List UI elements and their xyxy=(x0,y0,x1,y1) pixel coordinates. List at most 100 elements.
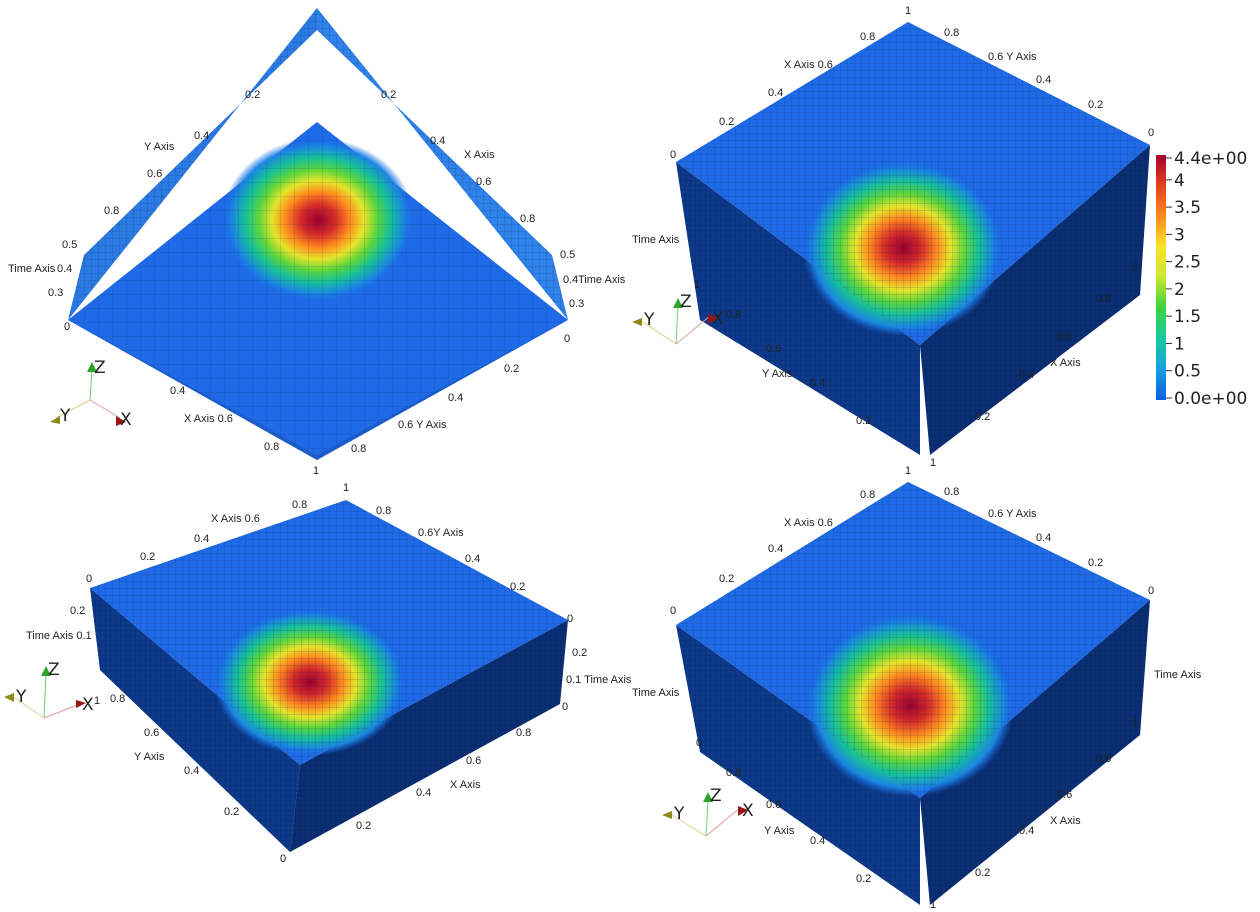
panel-3-label: 0.4 xyxy=(184,765,199,777)
color-bar-tick-label: 0.5 xyxy=(1174,362,1201,382)
panel-1-label: 0.4 xyxy=(57,263,72,275)
panel-1-label: 0.4 xyxy=(194,130,209,142)
color-bar-tick-label: 3.5 xyxy=(1174,198,1201,218)
panel-1-label: 0.6 xyxy=(147,168,162,180)
panel-2-label: Time Axis xyxy=(632,234,680,246)
triad-y-label: Y xyxy=(673,804,685,824)
panel-1-label: Y Axis xyxy=(144,141,175,153)
panel-2-label: 0.4 xyxy=(768,87,783,99)
panel-3-label: 0.8 xyxy=(292,499,307,511)
panel-4-label: 0 xyxy=(1148,585,1154,597)
panel-1-orientation-triad: Z Y X xyxy=(50,358,132,430)
panel-3-label: 0.6Y Axis xyxy=(418,527,464,539)
z-axis-icon xyxy=(41,666,51,676)
triad-x-label: X xyxy=(712,309,724,329)
panel-1-label: 0 xyxy=(64,321,70,333)
panel-4-label: 0 xyxy=(670,605,676,617)
panel-3-label: 0.4 xyxy=(416,787,431,799)
triad-y-label: Y xyxy=(59,406,71,426)
z-axis-icon xyxy=(703,792,713,802)
panel-4-label: 0.4 xyxy=(1019,825,1034,837)
panel-2-label: 0 xyxy=(1132,261,1138,273)
triad-y-label: Y xyxy=(15,687,27,707)
panel-2-label: 0.8 xyxy=(860,31,875,43)
color-bar-tick-label: 4 xyxy=(1174,171,1185,191)
panel-4: 1 0.8 0.8 X Axis 0.6 0.6 Y Axis 0.4 0.4 … xyxy=(632,465,1202,911)
panel-2-label: 1 xyxy=(930,457,936,469)
panel-2-label: 0.4 xyxy=(810,377,825,389)
color-bar-tick-label: 4.4e+00 xyxy=(1174,149,1247,169)
triad-x-label: X xyxy=(742,801,754,821)
panel-1-label: 0.8 xyxy=(264,441,279,453)
panel-3-side-left-grid xyxy=(90,588,300,852)
panel-1-label: 0.2 xyxy=(245,89,260,101)
triad-z-label: Z xyxy=(94,358,106,378)
panel-1-label: 0.4 xyxy=(448,392,463,404)
panel-2-side-right-grid xyxy=(920,145,1150,455)
panel-1-label: X Axis xyxy=(464,149,495,161)
panel-3-label: Time Axis 0.1 xyxy=(26,630,92,642)
triad-z-label: Z xyxy=(680,292,692,312)
x-axis-icon xyxy=(116,416,126,426)
color-bar-tick-label: 2.5 xyxy=(1174,253,1201,273)
panel-2-label: 0.8 xyxy=(1096,293,1111,305)
panel-1-floor-grid xyxy=(68,122,568,460)
panel-2-label: Y Axis xyxy=(762,368,793,380)
y-axis-icon xyxy=(632,318,642,326)
panel-3-orientation-triad: Z Y X xyxy=(4,660,94,719)
panel-4-label: 0 xyxy=(696,737,702,749)
panel-2-label: X Axis xyxy=(1050,357,1081,369)
panel-4-label: 0.2 xyxy=(719,573,734,585)
panel-3-label: 0.8 xyxy=(516,727,531,739)
panel-3-label: X Axis 0.6 xyxy=(211,513,260,525)
panel-3-label: 0 xyxy=(86,573,92,585)
panel-4-orientation-triad: Z Y X xyxy=(662,786,754,837)
panel-2-label: 1 xyxy=(905,5,911,17)
panel-2-label: 0.2 xyxy=(856,415,871,427)
panel-3-label: 1 xyxy=(94,695,100,707)
color-bar-tick-label: 1 xyxy=(1174,334,1185,354)
panel-4-label: 0.8 xyxy=(944,486,959,498)
panel-1-label: 0.4 xyxy=(563,274,578,286)
panel-4-label: 0.8 xyxy=(1096,753,1111,765)
panel-4-label: 0.8 xyxy=(726,767,741,779)
panel-1-wall-right-grid xyxy=(317,8,568,320)
panel-2-label: 0 xyxy=(1148,127,1154,139)
panel-3-label: Y Axis xyxy=(134,751,165,763)
color-bar-tick-label: 0.0e+00 xyxy=(1174,389,1247,409)
panel-1-label: 0.8 xyxy=(520,213,535,225)
color-bar xyxy=(1156,155,1166,400)
panel-3-label: 0.2 xyxy=(356,820,371,832)
panel-3: 1 0.8 0.8 X Axis 0.6 0.6Y Axis 0.4 0.4 0… xyxy=(4,482,632,865)
panel-2-label: 0.4 xyxy=(1036,74,1051,86)
panel-2-label: X Axis 0.6 xyxy=(784,59,833,71)
panel-2: 1 0.8 0.8 X Axis 0.6 0.6 Y Axis 0.4 0.4 … xyxy=(632,5,1154,469)
panel-4-label: X Axis 0.6 xyxy=(784,517,833,529)
panel-2-label: 0.2 xyxy=(1088,99,1103,111)
panel-4-label: Time Axis xyxy=(632,687,680,699)
color-bar-ticks: 4.4e+004 3.5 3 2.5 2 1.5 1 0.5 0.0e+00 xyxy=(1166,149,1247,409)
panel-4-label: 0.2 xyxy=(975,867,990,879)
panel-3-label: 0.4 xyxy=(194,533,209,545)
triad-x-label: X xyxy=(120,410,132,430)
z-axis-icon xyxy=(87,362,97,372)
panel-4-label: 0.2 xyxy=(1088,557,1103,569)
panel-4-label: 0.8 xyxy=(860,489,875,501)
triad-x-label: X xyxy=(82,695,94,715)
panel-3-label: 0.2 xyxy=(70,605,85,617)
panel-1-label: 0 xyxy=(564,333,570,345)
panel-1-label: 0.5 xyxy=(560,249,575,261)
panel-4-label: 1 xyxy=(905,465,911,477)
panel-3-top-grid xyxy=(90,500,568,765)
panel-2-label: 0.2 xyxy=(975,411,990,423)
panel-4-axis-labels: 1 0.8 0.8 X Axis 0.6 0.6 Y Axis 0.4 0.4 … xyxy=(632,465,1202,911)
panel-2-label: 0.4 xyxy=(1019,369,1034,381)
z-axis-icon xyxy=(673,298,683,308)
panel-4-label: 1 xyxy=(930,899,936,911)
panel-2-label: 0 xyxy=(670,149,676,161)
panel-1-label: 0.6 Y Axis xyxy=(398,419,447,431)
color-bar-tick-label: 3 xyxy=(1174,225,1185,245)
x-axis-icon xyxy=(738,806,748,816)
panel-2-axis-labels: 1 0.8 0.8 X Axis 0.6 0.6 Y Axis 0.4 0.4 … xyxy=(632,5,1154,469)
